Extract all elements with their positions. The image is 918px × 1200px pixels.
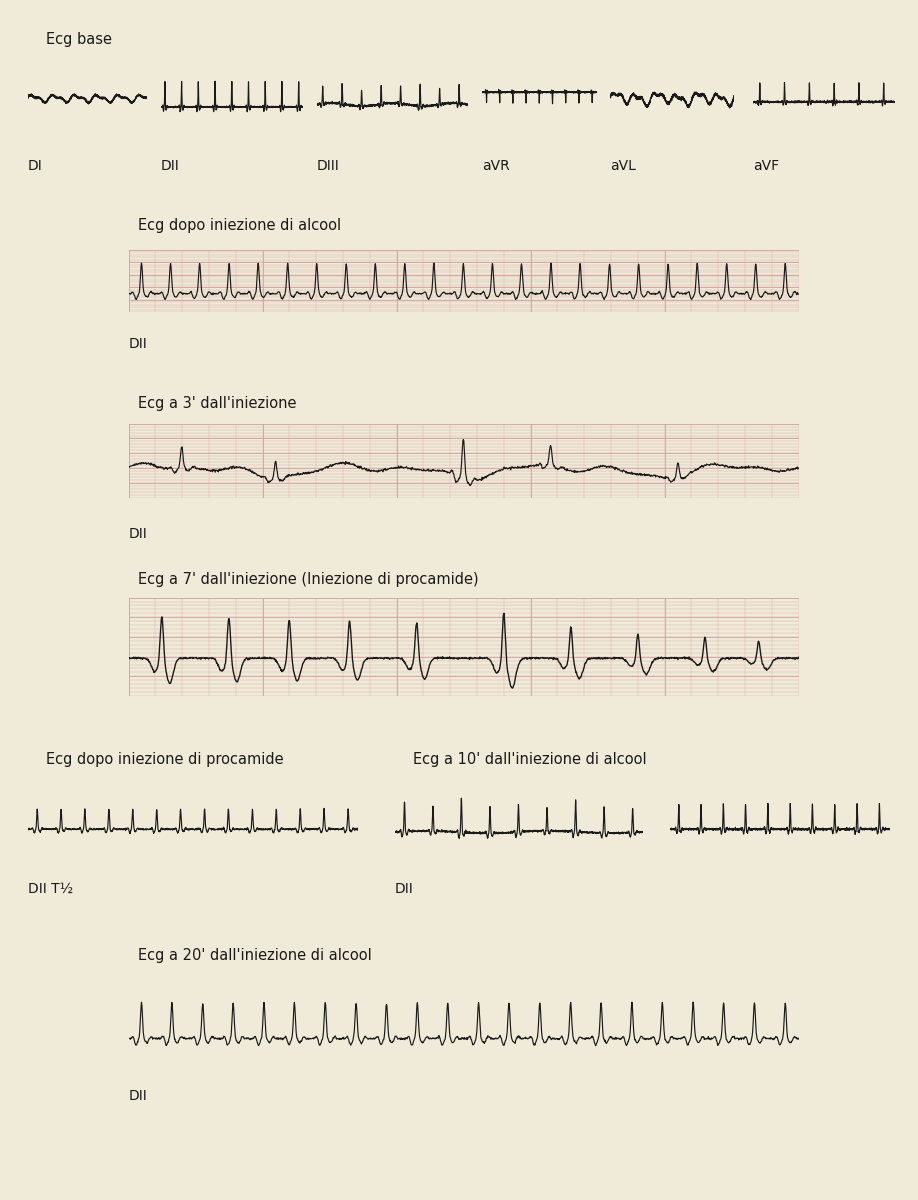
Text: DII: DII xyxy=(129,1090,147,1104)
Text: DII T½: DII T½ xyxy=(28,882,73,895)
Text: aVR: aVR xyxy=(482,160,509,174)
Text: Ecg dopo iniezione di alcool: Ecg dopo iniezione di alcool xyxy=(138,218,341,233)
Text: DII: DII xyxy=(395,882,413,895)
Text: aVF: aVF xyxy=(753,160,778,174)
Text: DII: DII xyxy=(129,527,147,540)
Text: DII: DII xyxy=(129,337,147,350)
Text: Ecg a 10' dall'iniezione di alcool: Ecg a 10' dall'iniezione di alcool xyxy=(413,752,646,768)
Text: DIII: DIII xyxy=(317,160,340,174)
Text: Ecg base: Ecg base xyxy=(46,32,112,47)
Text: Ecg a 20' dall'iniezione di alcool: Ecg a 20' dall'iniezione di alcool xyxy=(138,948,372,962)
Text: Ecg a 7' dall'iniezione (Iniezione di procamide): Ecg a 7' dall'iniezione (Iniezione di pr… xyxy=(138,572,478,587)
Text: DI: DI xyxy=(28,160,42,174)
Text: Ecg a 3' dall'iniezione: Ecg a 3' dall'iniezione xyxy=(138,396,297,410)
Text: DII: DII xyxy=(161,160,179,174)
Text: aVL: aVL xyxy=(610,160,636,174)
Text: Ecg dopo iniezione di procamide: Ecg dopo iniezione di procamide xyxy=(46,752,284,768)
